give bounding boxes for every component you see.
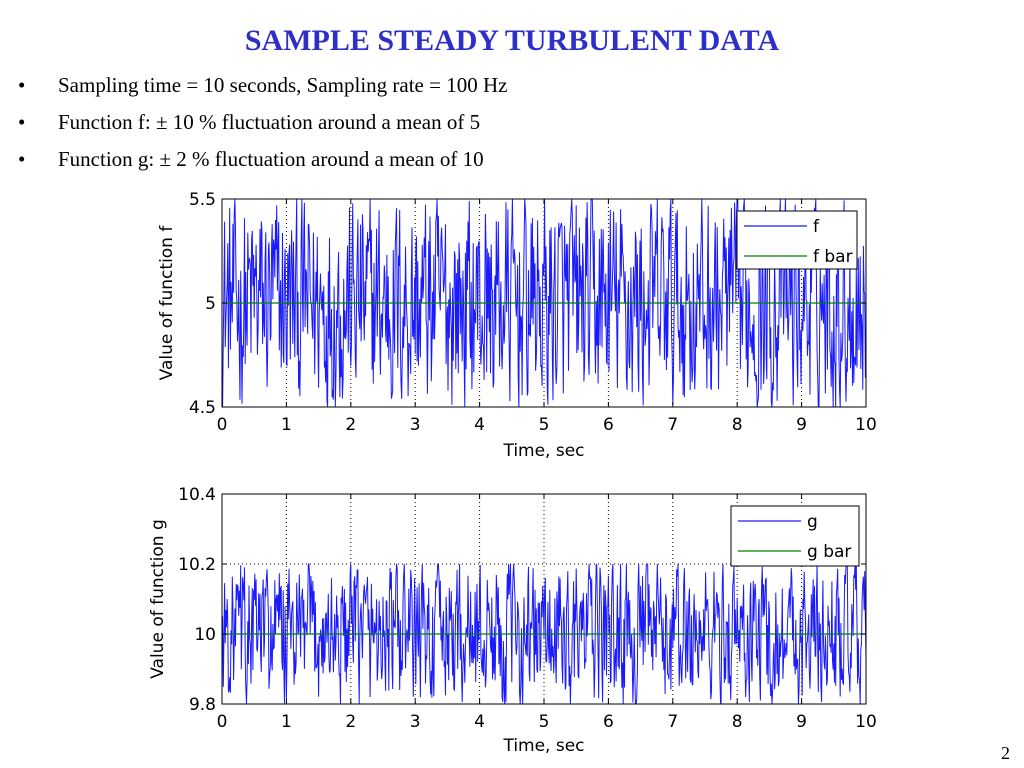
bullet-dot: • — [18, 110, 26, 134]
bullet-item: • Function f: ± 10 % fluctuation around … — [18, 107, 507, 144]
x-tick-label: 6 — [603, 712, 614, 732]
x-tick-label: 3 — [410, 712, 421, 732]
x-tick-label: 10 — [855, 415, 877, 435]
x-tick-label: 8 — [732, 415, 743, 435]
bullet-item: • Function g: ± 2 % fluctuation around a… — [18, 144, 507, 181]
x-tick-label: 8 — [732, 712, 743, 732]
x-tick-label: 6 — [603, 415, 614, 435]
x-tick-label: 3 — [410, 415, 421, 435]
bullet-text-function-f: Function f: ± 10 % fluctuation around a … — [58, 110, 481, 134]
x-tick-label: 4 — [474, 712, 485, 732]
y-tick-label: 4.5 — [189, 398, 216, 418]
bullet-item: • Sampling time = 10 seconds, Sampling r… — [18, 70, 507, 107]
legend-label: f bar — [813, 247, 853, 267]
x-tick-label: 7 — [667, 712, 678, 732]
bullet-list: • Sampling time = 10 seconds, Sampling r… — [18, 70, 507, 181]
y-tick-label: 9.8 — [189, 695, 216, 715]
bullet-text-sampling: Sampling time = 10 seconds, Sampling rat… — [58, 73, 508, 97]
axes-box — [221, 198, 867, 408]
y-tick-label: 5.5 — [189, 190, 216, 210]
x-axis-label: Time, sec — [502, 441, 584, 461]
x-tick-label: 4 — [474, 415, 485, 435]
x-tick-label: 2 — [345, 415, 356, 435]
y-axis-label: Value of function g — [148, 519, 168, 679]
x-tick-label: 1 — [281, 415, 292, 435]
bullet-dot: • — [18, 73, 26, 97]
bullet-text-function-g: Function g: ± 2 % fluctuation around a m… — [58, 147, 484, 171]
legend-box — [730, 505, 860, 567]
y-tick-label: 10.2 — [178, 555, 216, 575]
y-tick-label: 10.4 — [178, 485, 216, 505]
series-f-line — [222, 199, 866, 407]
x-tick-label: 2 — [345, 712, 356, 732]
x-axis-label: Time, sec — [502, 736, 584, 756]
x-tick-label: 10 — [855, 712, 877, 732]
x-tick-label: 9 — [796, 712, 807, 732]
x-tick-label: 5 — [539, 415, 550, 435]
x-tick-label: 0 — [217, 415, 228, 435]
axes-box — [221, 493, 867, 705]
x-tick-label: 1 — [281, 712, 292, 732]
legend-label: g bar — [807, 542, 851, 562]
y-axis-label: Value of function f — [157, 225, 177, 381]
slide-title: SAMPLE STEADY TURBULENT DATA — [244, 24, 780, 57]
bullet-dot: • — [18, 147, 26, 171]
page-number: 2 — [1001, 743, 1010, 763]
plot-area — [222, 199, 866, 407]
x-tick-label: 9 — [796, 415, 807, 435]
legend-label: g — [807, 512, 818, 532]
legend-label: f — [813, 217, 820, 237]
plot-area — [222, 494, 866, 704]
x-tick-label: 0 — [217, 712, 228, 732]
series-g-line — [222, 563, 866, 704]
x-tick-label: 7 — [667, 415, 678, 435]
legend-box — [736, 210, 858, 270]
y-tick-label: 5 — [205, 294, 216, 314]
y-tick-label: 10 — [194, 625, 216, 645]
x-tick-label: 5 — [539, 712, 550, 732]
